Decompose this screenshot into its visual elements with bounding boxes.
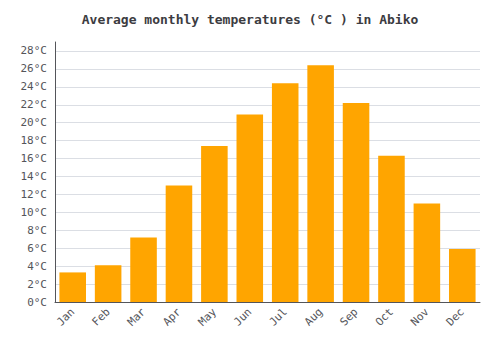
svg-text:24°C: 24°C [21,80,48,93]
svg-text:12°C: 12°C [21,188,48,201]
svg-text:Average monthly temperatures (: Average monthly temperatures (°C ) in Ab… [82,12,419,27]
svg-text:2°C: 2°C [27,278,47,291]
svg-text:Dec: Dec [444,305,467,328]
svg-text:28°C: 28°C [21,44,48,57]
svg-text:Oct: Oct [373,305,396,328]
svg-text:Jun: Jun [231,305,254,328]
svg-text:10°C: 10°C [21,206,48,219]
svg-text:18°C: 18°C [21,134,48,147]
svg-text:Aug: Aug [302,305,325,328]
svg-text:May: May [196,305,219,328]
svg-text:16°C: 16°C [21,152,48,165]
svg-text:4°C: 4°C [27,260,47,273]
svg-text:Feb: Feb [89,305,112,328]
svg-text:6°C: 6°C [27,242,47,255]
svg-text:22°C: 22°C [21,98,48,111]
svg-text:Jan: Jan [54,305,77,328]
svg-text:26°C: 26°C [21,62,48,75]
svg-text:Apr: Apr [160,305,183,328]
svg-text:Jul: Jul [267,305,290,328]
svg-text:8°C: 8°C [27,224,47,237]
svg-text:Sep: Sep [337,305,360,328]
svg-text:0°C: 0°C [27,296,47,309]
svg-text:14°C: 14°C [21,170,48,183]
svg-text:Nov: Nov [408,305,431,328]
svg-text:20°C: 20°C [21,116,48,129]
svg-text:Mar: Mar [125,305,148,328]
